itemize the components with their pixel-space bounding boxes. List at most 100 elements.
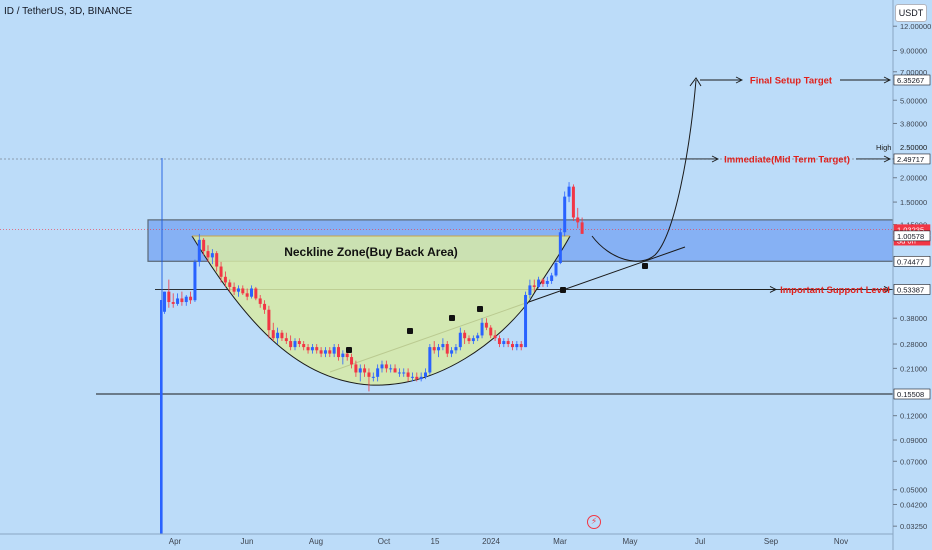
candle-body: [441, 344, 445, 348]
y-tick-label: 0.04200: [900, 500, 927, 509]
x-tick-label: Oct: [378, 537, 391, 546]
candles: [160, 182, 584, 534]
candle-body: [406, 372, 410, 377]
candle-body: [532, 285, 536, 287]
final-target-arrow-left-head: [735, 76, 744, 84]
candle-body: [228, 282, 232, 287]
candle-body: [502, 341, 506, 345]
mid-target-arrow-left-head: [711, 155, 720, 163]
candle-body: [367, 372, 371, 377]
price-label-box: [893, 388, 931, 400]
thumb-marker-icon: [449, 315, 455, 321]
candle-body: [245, 293, 249, 297]
x-tick-label: Sep: [764, 537, 779, 546]
candle-body: [193, 261, 197, 301]
candle-body: [467, 338, 471, 342]
candle-body: [471, 338, 475, 342]
y-tick-label: 0.28000: [900, 340, 927, 349]
candle-body: [337, 347, 340, 358]
candle-body: [484, 322, 488, 328]
candle-body: [180, 298, 184, 303]
candle-body: [415, 376, 419, 380]
candle-body: [380, 364, 384, 369]
time-axis: Apr Jun Aug Oct 15 2024 Mar May Jul Sep Nov: [0, 533, 893, 546]
y-tick-label: 2.00000: [900, 174, 927, 183]
candle-body: [450, 350, 454, 354]
mid-target-arrow-right-head: [883, 155, 892, 163]
currency-button[interactable]: USDT: [895, 4, 927, 22]
candle-body: [250, 288, 253, 297]
price-label-text: 0.74477: [897, 257, 924, 266]
candle-body: [480, 322, 484, 336]
price-label-box: [893, 230, 931, 242]
price-axis-panel: [893, 0, 932, 550]
candle-body: [176, 298, 180, 304]
candle-body: [558, 232, 562, 263]
candle-body: [354, 364, 358, 373]
candle-body: [202, 239, 206, 252]
support-arrow-left-head: [769, 286, 778, 293]
candle-body: [554, 262, 558, 276]
candle-body: [310, 347, 314, 351]
cup-fill: [192, 236, 570, 386]
candle-body: [254, 288, 258, 299]
candle-body: [171, 302, 175, 304]
x-tick-label: 15: [431, 537, 440, 546]
candle-body: [537, 279, 541, 287]
thumb-marker-icon: [477, 306, 483, 312]
y-tick-label: 0.09000: [900, 436, 927, 445]
thumb-marker-icon: [407, 328, 413, 334]
price-label-text: 1.00578: [897, 232, 924, 241]
candle-body: [545, 280, 549, 284]
candle-body: [197, 239, 201, 262]
candle-body: [489, 327, 493, 336]
candle-body: [236, 288, 240, 292]
x-tick-label: Aug: [309, 537, 323, 546]
candle-body: [167, 291, 171, 303]
candle-body: [163, 291, 166, 312]
candle-body: [567, 186, 571, 197]
candle-body: [528, 285, 532, 295]
candle-body: [476, 335, 480, 339]
candle-body: [341, 353, 345, 358]
x-tick-label: Jun: [241, 537, 254, 546]
candle-body: [454, 347, 458, 351]
thumb-marker-icon: [346, 347, 352, 353]
mid-target-label: Immediate(Mid Term Target): [724, 154, 850, 165]
candle-body: [424, 372, 427, 377]
final-target-arrow-right-head: [883, 76, 892, 84]
candle-body: [515, 344, 519, 348]
price-label-box: [893, 284, 931, 295]
candle-body: [210, 253, 214, 258]
candle-body: [419, 376, 423, 380]
candle-body: [271, 330, 275, 339]
projection-curve: [591, 79, 697, 262]
x-tick-label: May: [622, 537, 637, 546]
candle-body: [306, 347, 310, 351]
candle-body: [315, 347, 319, 351]
y-tick-label: 0.05000: [900, 486, 927, 495]
symbol-title: ID / TetherUS, 3D, BINANCE: [4, 6, 132, 17]
candle-body: [345, 353, 349, 358]
candle-body: [428, 347, 432, 373]
candle-body: [293, 341, 297, 348]
y-tick-label: 0.21000: [900, 364, 927, 373]
support-arrow-right-head: [883, 286, 892, 293]
candle-body: [550, 275, 554, 281]
candle-body: [397, 372, 401, 374]
thumb-marker-icon: [560, 287, 566, 293]
candle-body: [219, 266, 223, 277]
candle-body: [241, 288, 245, 294]
candle-body: [267, 309, 271, 331]
y-tick-label: 0.03250: [900, 522, 927, 531]
lightning-icon[interactable]: ⚡: [587, 515, 601, 529]
candle-body: [437, 347, 441, 351]
high-marker-label: High: [876, 143, 891, 152]
candle-body: [280, 332, 284, 339]
final-target-label: Final Setup Target: [750, 76, 833, 87]
price-label-text: 6.35267: [897, 76, 924, 85]
candle-body: [332, 347, 336, 354]
candle-body: [393, 368, 397, 373]
